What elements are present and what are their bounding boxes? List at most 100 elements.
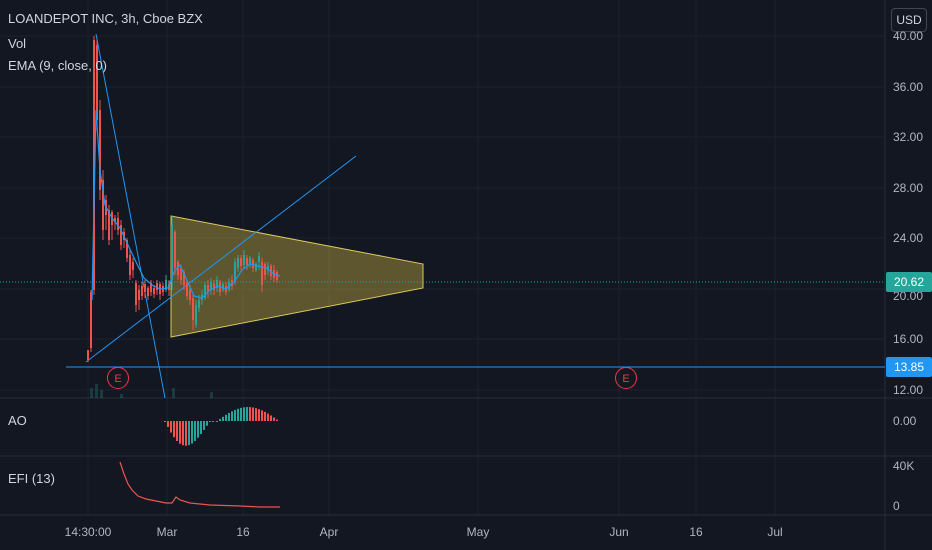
candle-body	[207, 285, 209, 292]
candle-body	[138, 290, 140, 300]
ao-bar	[258, 409, 260, 421]
last-price-tag: 20.62	[886, 272, 932, 292]
candle-body	[252, 260, 254, 268]
candle-body	[147, 288, 149, 296]
candle-body	[177, 262, 179, 275]
time-tick: Apr	[319, 525, 339, 539]
candle-body	[132, 262, 134, 270]
earnings-marker[interactable]: E	[107, 367, 129, 389]
ao-bar	[173, 421, 175, 438]
price-tick: 20.00	[893, 289, 924, 303]
ao-bar	[194, 421, 196, 441]
ema-line	[91, 109, 281, 301]
ao-bar	[222, 416, 224, 421]
ao-bar	[200, 421, 202, 434]
ao-bar	[209, 421, 211, 422]
candle-body	[96, 45, 98, 120]
candle-body	[195, 305, 197, 325]
ao-bar	[246, 407, 248, 421]
volume-bars	[90, 384, 213, 398]
grid	[0, 0, 885, 515]
ao-bar	[185, 421, 187, 446]
ao-bar	[179, 421, 181, 444]
candle-body	[102, 180, 104, 230]
ao-indicator-label[interactable]: AO	[8, 413, 27, 428]
ao-bar	[255, 408, 257, 421]
efi-tick: 0	[893, 499, 900, 513]
trendline-up	[85, 155, 357, 363]
ao-tick: 0.00	[893, 414, 917, 428]
ao-bar	[188, 421, 190, 446]
candle-body	[216, 280, 218, 288]
candle-body	[180, 268, 182, 280]
candle-body	[99, 110, 101, 190]
candle-body	[246, 258, 248, 265]
candle-body	[90, 292, 92, 348]
price-tick: 32.00	[893, 130, 924, 144]
candle-body	[240, 258, 242, 266]
ao-bar	[219, 418, 221, 421]
price-tick: 12.00	[893, 383, 924, 397]
candle-body	[276, 272, 278, 280]
time-tick: 16	[689, 525, 703, 539]
candle-body	[186, 283, 188, 296]
price-tick: 16.00	[893, 332, 924, 346]
volume-indicator-label[interactable]: Vol	[8, 36, 27, 51]
candle-body	[165, 280, 167, 290]
ao-bar	[203, 421, 205, 430]
time-tick: May	[466, 525, 490, 539]
candle-body	[237, 258, 239, 268]
ao-bar	[276, 419, 278, 421]
candle-body	[114, 218, 116, 222]
candle-body	[210, 282, 212, 290]
ao-bar	[240, 407, 242, 421]
ao-histogram	[164, 407, 278, 446]
candle-body	[192, 298, 194, 320]
candle-body	[93, 40, 95, 290]
price-tick: 24.00	[893, 231, 924, 245]
ao-bar	[182, 421, 184, 446]
ao-bar	[170, 421, 172, 433]
ema-indicator-label[interactable]: EMA (9, close, 0)	[8, 58, 107, 73]
candle-body	[255, 264, 257, 270]
level-price-tag: 13.85	[886, 357, 932, 377]
ao-bar	[252, 407, 254, 421]
candle-body	[264, 264, 266, 275]
ao-bar	[243, 407, 245, 421]
ao-bar	[270, 415, 272, 421]
candle-body	[141, 286, 143, 296]
candle-body	[204, 285, 206, 298]
symbol-title[interactable]: LOANDEPOT INC, 3h, Cboe BZX	[8, 11, 203, 26]
candle-body	[174, 232, 176, 268]
candle-body	[258, 256, 260, 262]
candle-body	[267, 266, 269, 270]
price-tick: 28.00	[893, 181, 924, 195]
ao-bar	[225, 414, 227, 421]
efi-indicator-label[interactable]: EFI (13)	[8, 471, 55, 486]
ao-bar	[267, 413, 269, 421]
ao-bar	[167, 421, 169, 428]
ao-bar	[176, 421, 178, 442]
candle-body	[144, 284, 146, 292]
time-tick: 16	[236, 525, 250, 539]
triangle-pattern	[170, 215, 424, 338]
ao-bar	[231, 411, 233, 421]
time-tick: Jun	[609, 525, 629, 539]
ao-bar	[237, 408, 239, 421]
candle-body	[213, 284, 215, 290]
ao-bar	[216, 421, 218, 422]
ao-bar	[206, 421, 208, 426]
ao-bar	[228, 413, 230, 421]
candle-body	[156, 283, 158, 290]
candle-body	[261, 262, 263, 285]
currency-button[interactable]: USD	[891, 8, 927, 32]
candle-body	[150, 283, 152, 292]
earnings-marker[interactable]: E	[615, 367, 637, 389]
candle-body	[120, 225, 122, 245]
candle-body	[171, 225, 173, 280]
efi-line	[119, 461, 280, 508]
candle-body	[222, 284, 224, 290]
ao-bar	[273, 417, 275, 421]
candle-body	[249, 258, 251, 264]
